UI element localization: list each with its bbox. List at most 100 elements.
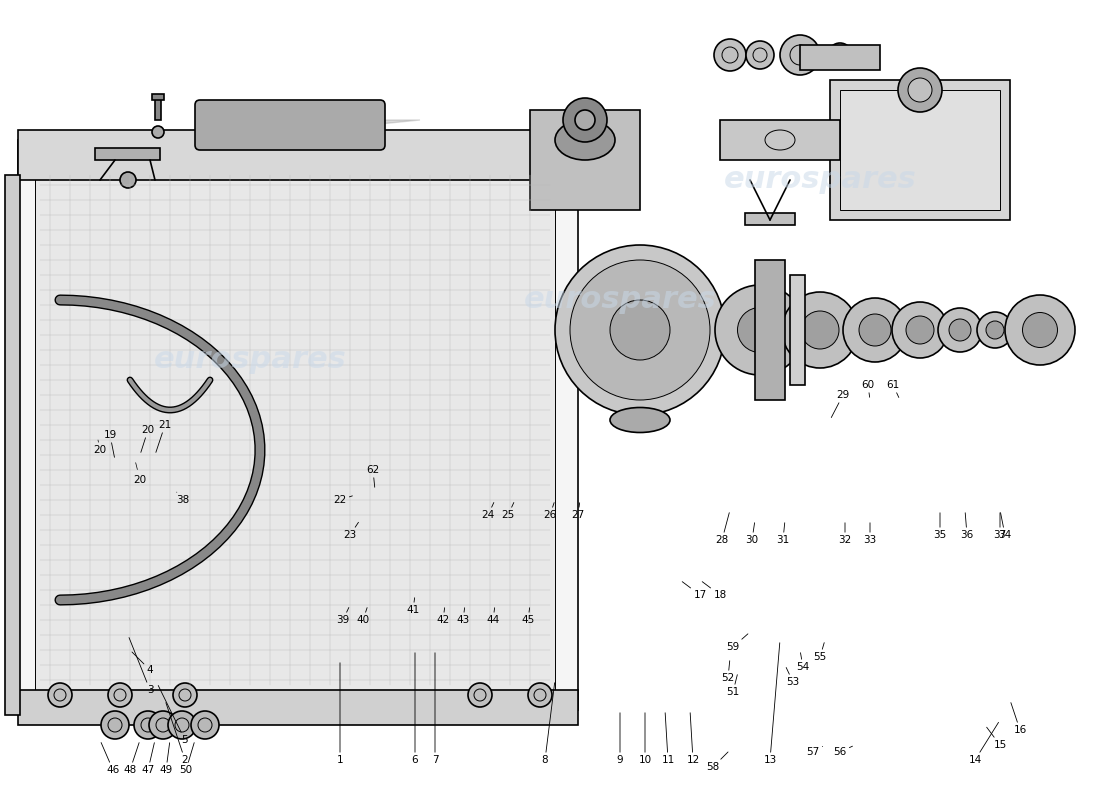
Text: 37: 37: [993, 513, 1007, 540]
Text: 41: 41: [406, 598, 419, 615]
Text: 12: 12: [686, 713, 700, 765]
Bar: [530, 110, 640, 210]
Circle shape: [977, 312, 1013, 348]
Text: 20: 20: [141, 425, 155, 452]
Text: 29: 29: [832, 390, 849, 418]
Text: 36: 36: [960, 513, 974, 540]
Text: eurospares: eurospares: [724, 166, 916, 194]
Text: 17: 17: [682, 582, 706, 600]
Bar: [35, 170, 556, 690]
Text: 50: 50: [179, 742, 195, 775]
Text: 8: 8: [541, 682, 554, 765]
Bar: [155, 95, 161, 120]
Text: 54: 54: [796, 653, 810, 672]
Text: 53: 53: [786, 667, 800, 687]
Circle shape: [101, 711, 129, 739]
Text: 33: 33: [864, 522, 877, 545]
Circle shape: [108, 683, 132, 707]
Text: 14: 14: [968, 722, 999, 765]
Bar: [18, 130, 578, 180]
Text: 22: 22: [333, 495, 352, 505]
Text: 62: 62: [366, 465, 379, 487]
Bar: [745, 213, 795, 225]
Circle shape: [898, 68, 942, 112]
Circle shape: [575, 110, 595, 130]
Text: eurospares: eurospares: [524, 286, 716, 314]
Text: 23: 23: [343, 522, 359, 540]
Bar: [800, 45, 880, 70]
Text: 48: 48: [123, 742, 139, 775]
Text: 46: 46: [101, 742, 120, 775]
Text: 49: 49: [160, 742, 173, 775]
Circle shape: [610, 300, 670, 360]
Bar: [720, 120, 840, 160]
Circle shape: [563, 98, 607, 142]
Text: 39: 39: [337, 607, 350, 625]
Circle shape: [1005, 295, 1075, 365]
Text: 1: 1: [337, 662, 343, 765]
Text: 16: 16: [1011, 702, 1026, 735]
Circle shape: [938, 308, 982, 352]
Text: 7: 7: [431, 653, 438, 765]
Text: 30: 30: [746, 522, 759, 545]
Text: 10: 10: [638, 713, 651, 765]
Text: 47: 47: [142, 742, 155, 775]
Circle shape: [715, 285, 805, 375]
Circle shape: [152, 126, 164, 138]
Text: 58: 58: [706, 752, 728, 772]
Text: 2: 2: [166, 702, 188, 765]
Ellipse shape: [610, 407, 670, 433]
Circle shape: [892, 302, 948, 358]
Text: 59: 59: [726, 634, 748, 652]
Text: 60: 60: [861, 380, 875, 398]
Circle shape: [468, 683, 492, 707]
Text: 56: 56: [834, 746, 852, 757]
Text: 32: 32: [838, 522, 851, 545]
FancyBboxPatch shape: [195, 100, 385, 150]
Circle shape: [1023, 313, 1057, 347]
Circle shape: [148, 711, 177, 739]
Text: 34: 34: [999, 513, 1012, 540]
Text: 31: 31: [777, 522, 790, 545]
Circle shape: [949, 319, 971, 341]
Circle shape: [737, 307, 782, 353]
Bar: [18, 140, 578, 710]
Text: 4: 4: [132, 652, 153, 675]
Circle shape: [746, 41, 774, 69]
Circle shape: [859, 314, 891, 346]
Bar: [790, 275, 805, 385]
Bar: [95, 148, 160, 160]
Circle shape: [120, 172, 136, 188]
Text: 57: 57: [806, 746, 823, 757]
Text: 27: 27: [571, 502, 584, 520]
Text: 40: 40: [356, 608, 370, 625]
Ellipse shape: [556, 120, 615, 160]
Text: 15: 15: [987, 727, 1007, 750]
Text: 42: 42: [437, 608, 450, 625]
Circle shape: [906, 316, 934, 344]
Text: 19: 19: [103, 430, 117, 458]
Bar: [18, 690, 578, 725]
Text: 11: 11: [661, 713, 674, 765]
Text: 18: 18: [702, 582, 727, 600]
Circle shape: [191, 711, 219, 739]
Circle shape: [528, 683, 552, 707]
Bar: [840, 90, 1000, 210]
Text: 21: 21: [156, 420, 172, 452]
Bar: [755, 260, 785, 400]
Text: 52: 52: [722, 661, 735, 683]
Text: 61: 61: [887, 380, 900, 398]
Circle shape: [782, 292, 858, 368]
Text: 26: 26: [543, 502, 557, 520]
Text: 24: 24: [482, 502, 495, 520]
Text: 5: 5: [158, 686, 188, 745]
Text: 20: 20: [94, 440, 107, 455]
Text: 45: 45: [521, 608, 535, 625]
Text: eurospares: eurospares: [154, 346, 346, 374]
Text: 43: 43: [456, 608, 470, 625]
Text: 20: 20: [133, 462, 146, 485]
Circle shape: [986, 321, 1004, 339]
Circle shape: [908, 78, 932, 102]
Text: 9: 9: [617, 713, 624, 765]
Circle shape: [48, 683, 72, 707]
